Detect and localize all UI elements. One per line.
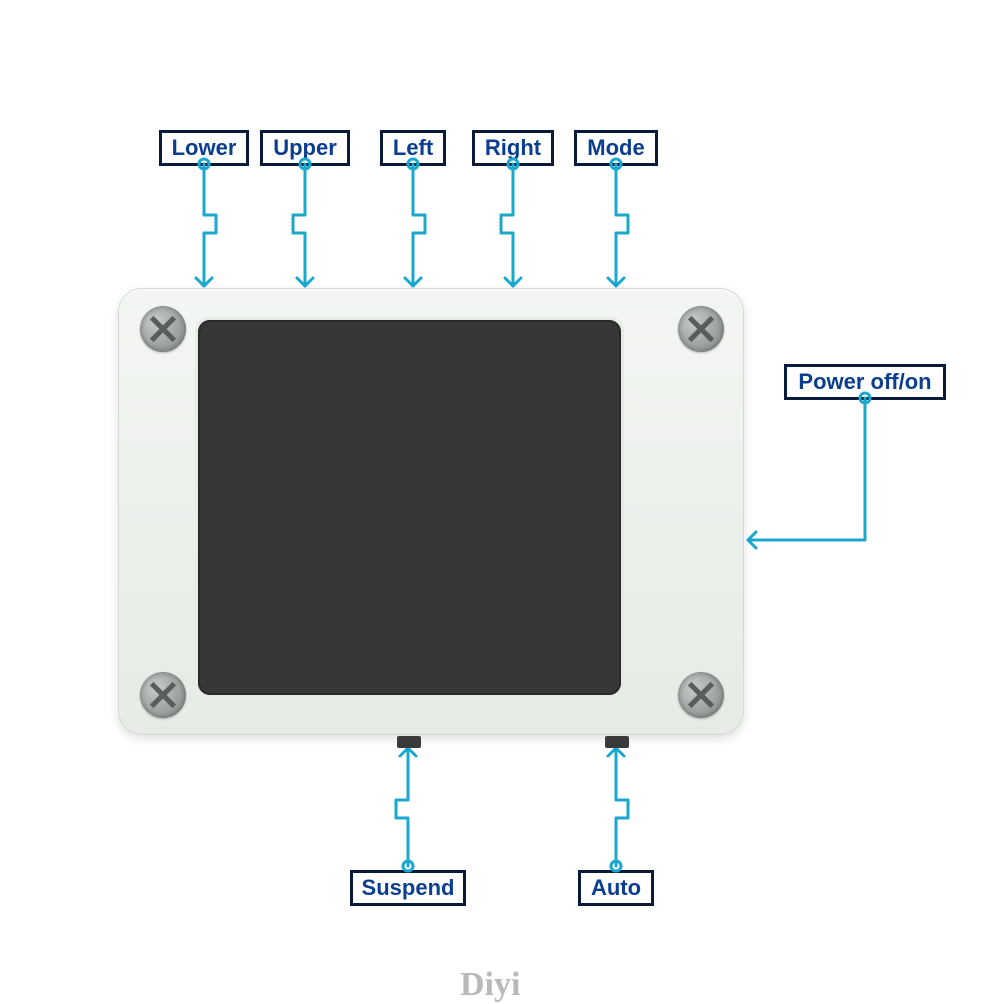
port-1 <box>605 736 629 748</box>
watermark: Diyi <box>460 966 520 1004</box>
screw-0 <box>140 306 186 352</box>
device-screen <box>198 320 621 695</box>
screw-1 <box>678 306 724 352</box>
screw-2 <box>140 672 186 718</box>
port-0 <box>397 736 421 748</box>
screw-3 <box>678 672 724 718</box>
